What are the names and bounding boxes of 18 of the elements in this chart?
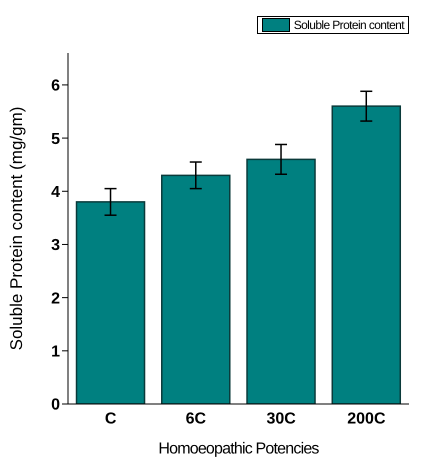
y-tick-label: 1 bbox=[51, 344, 60, 360]
x-tick-label: 6C bbox=[186, 410, 207, 428]
y-tick-label: 4 bbox=[51, 184, 60, 201]
bar bbox=[246, 158, 316, 404]
x-tick-label: C bbox=[104, 410, 117, 428]
bar bbox=[332, 105, 402, 404]
y-tick-label: 3 bbox=[51, 237, 60, 254]
text: Soluble Protein content bbox=[292, 18, 404, 32]
y-tick-label: 6 bbox=[51, 78, 60, 95]
y-tick-label: 5 bbox=[51, 130, 60, 148]
y-tick-label: 2 bbox=[51, 290, 60, 308]
x-axis-title: Homoeopathic Potencies bbox=[158, 440, 320, 458]
x-tick-label: 30C bbox=[266, 410, 296, 428]
y-tick-label: 0 bbox=[51, 396, 60, 414]
x-tick-label: 200C bbox=[347, 410, 386, 428]
y-axis-title: Soluble Protein content (mg/gm) bbox=[7, 106, 26, 350]
bar bbox=[76, 201, 146, 404]
bar bbox=[161, 174, 231, 404]
